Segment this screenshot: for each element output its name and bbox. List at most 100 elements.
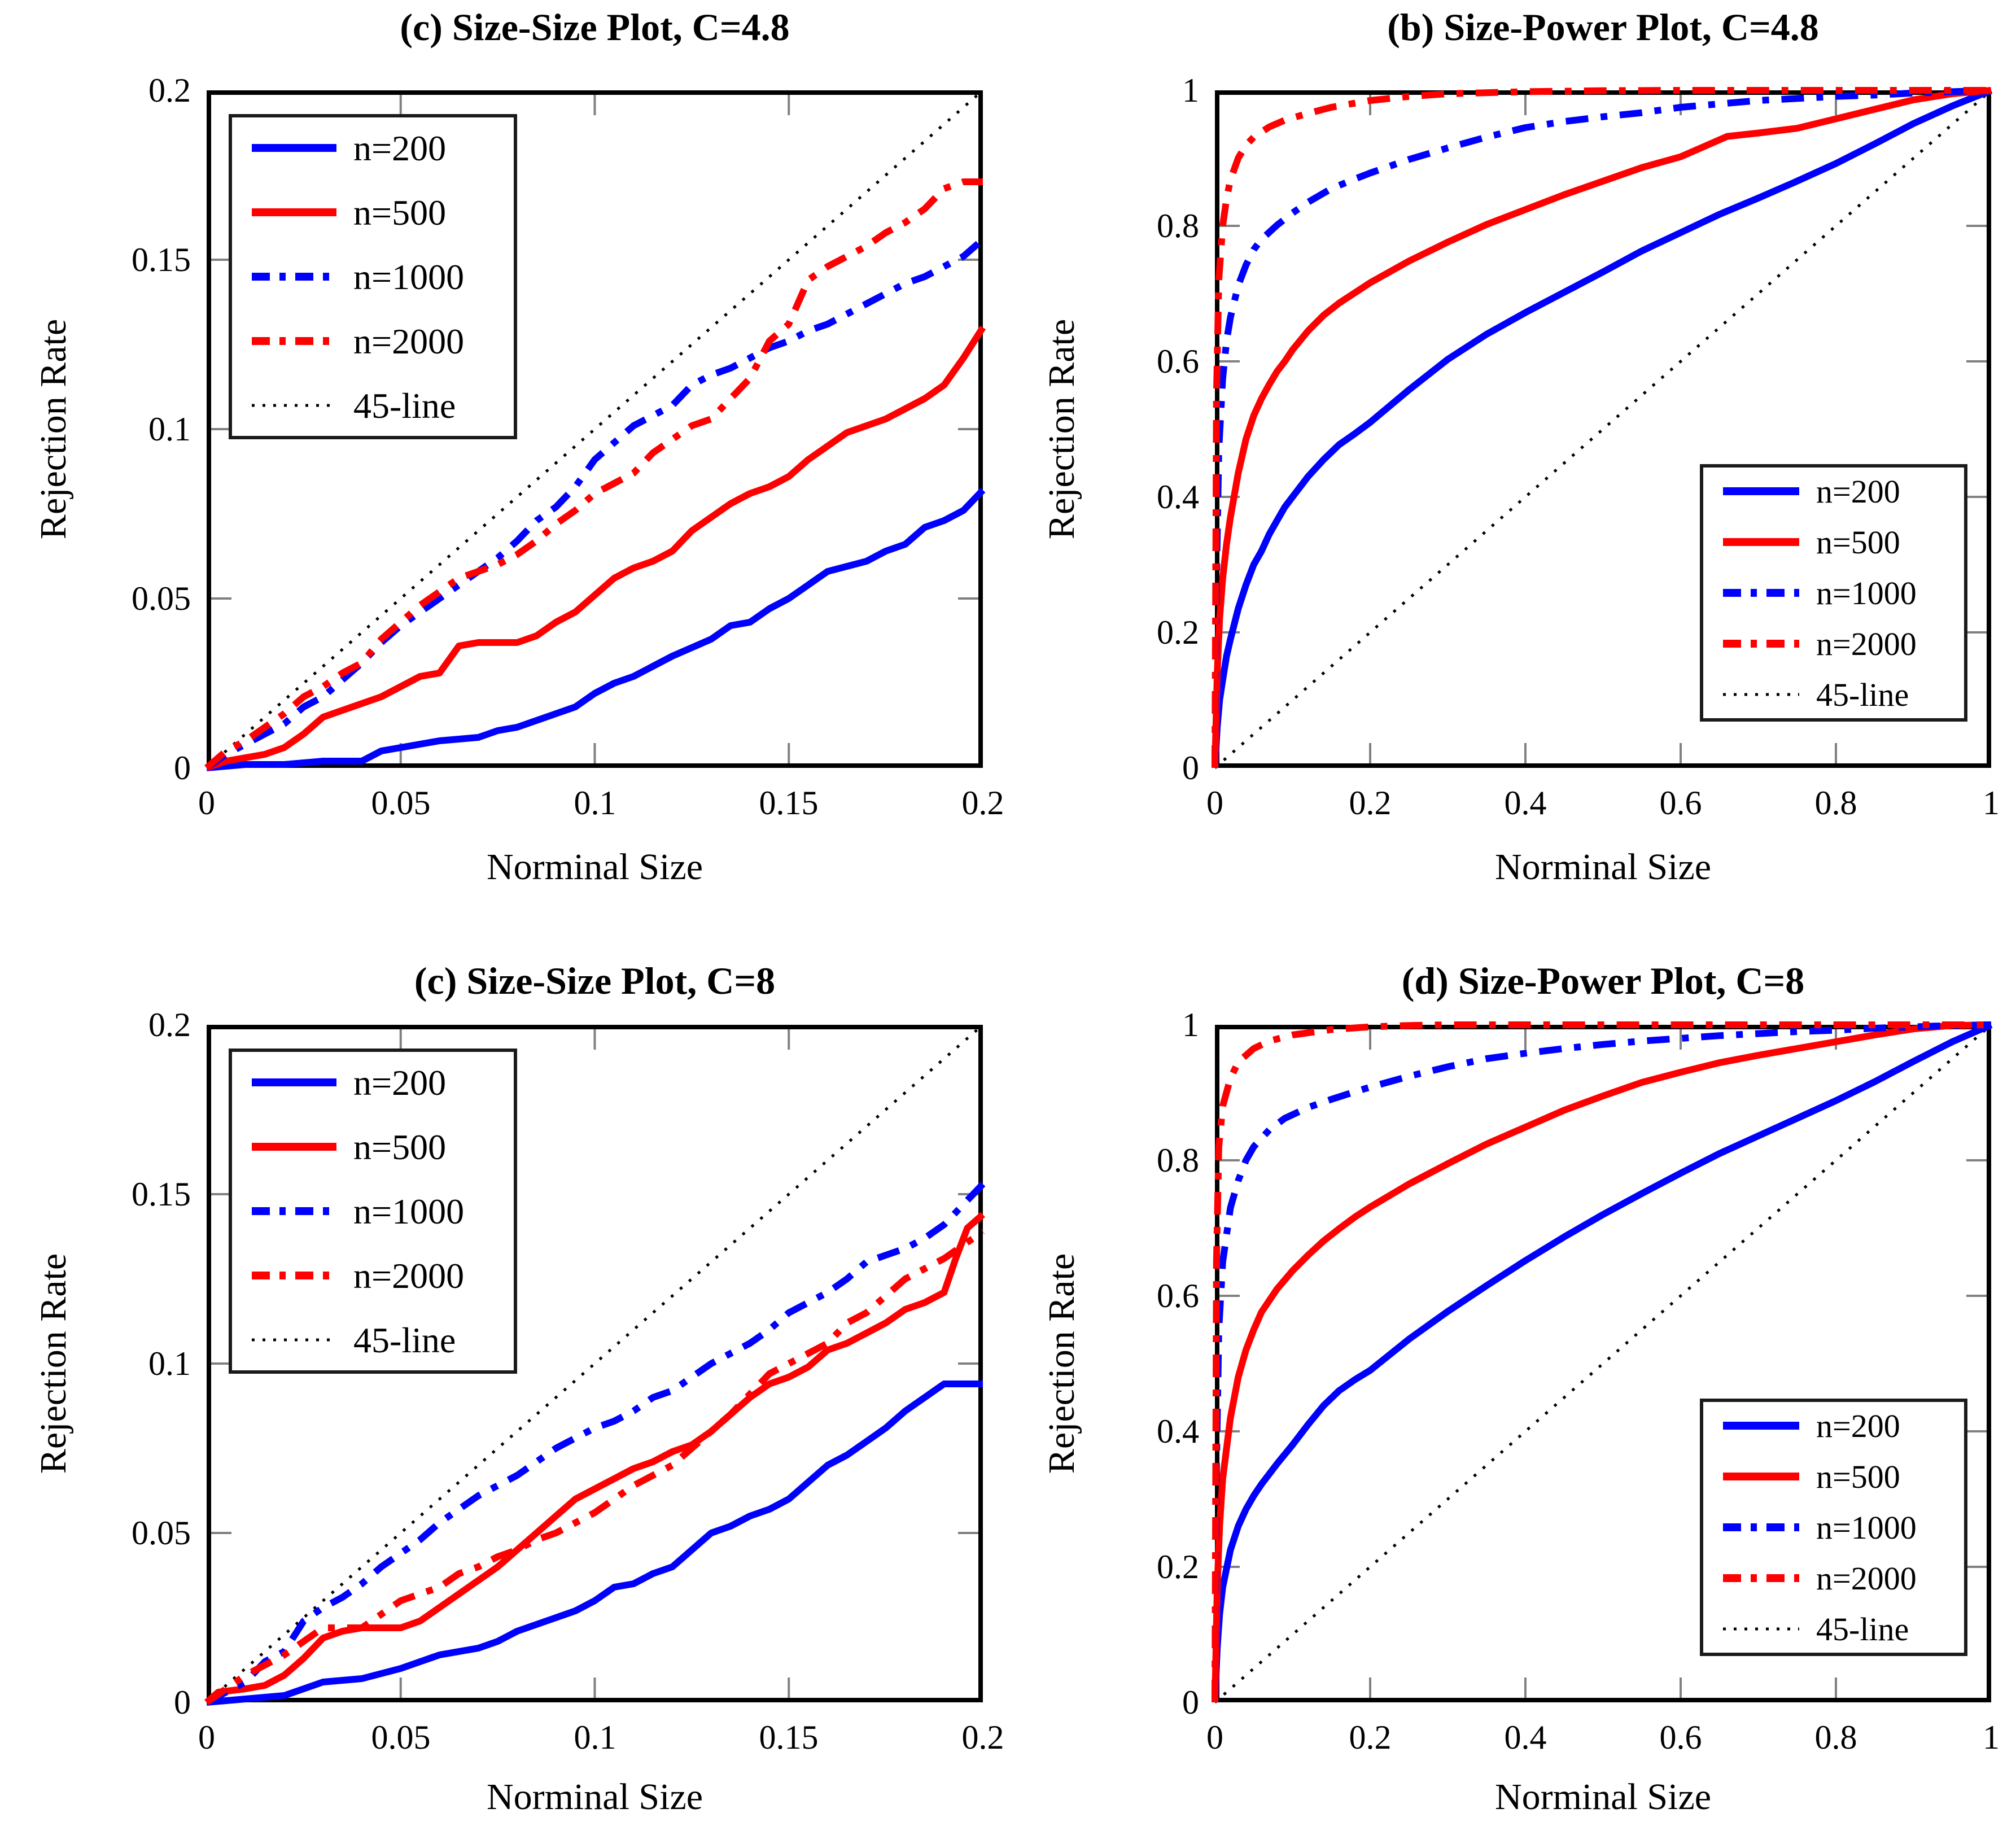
y-tick-label: 0.6 bbox=[1157, 343, 1199, 380]
x-tick-label: 0.1 bbox=[574, 784, 616, 822]
x-tick-label: 0.1 bbox=[574, 1719, 616, 1756]
curve-n-500 bbox=[205, 325, 986, 771]
x-tick-label: 0.6 bbox=[1659, 1719, 1702, 1756]
x-tick-label: 0.4 bbox=[1504, 784, 1547, 822]
y-tick-label: 0 bbox=[174, 749, 191, 787]
legend-label: n=1000 bbox=[1816, 575, 1917, 611]
panel-size-power-c4-8: (b) Size-Power Plot, C=4.8 Rejection Rat… bbox=[1008, 0, 2016, 913]
curve-n-200 bbox=[206, 1381, 983, 1706]
x-tick-label: 0 bbox=[198, 1719, 215, 1756]
legend: n=200 n=500 n=1000 n=2000 45-line bbox=[1700, 464, 1967, 722]
legend-label: n=1000 bbox=[353, 257, 464, 297]
x-tick-label: 0.2 bbox=[1349, 784, 1392, 822]
plot-border bbox=[207, 90, 983, 768]
y-tick-label: 0 bbox=[1182, 1684, 1199, 1721]
plot-area: n=200 n=500 n=1000 n=2000 45-line bbox=[1212, 87, 1993, 769]
legend: n=200 n=500 n=1000 n=2000 45-line bbox=[229, 1049, 517, 1374]
y-tick-label: 0.2 bbox=[1157, 1548, 1199, 1585]
legend-label: 45-line bbox=[353, 1320, 456, 1360]
y-tick-label: 0.05 bbox=[132, 1514, 191, 1552]
x-tick-label: 0.05 bbox=[371, 1719, 431, 1756]
x-tick-label: 0.8 bbox=[1814, 1719, 1857, 1756]
curve-n-500 bbox=[1212, 87, 1992, 768]
y-tick-label: 0.4 bbox=[1157, 1413, 1199, 1450]
curve-n-1000 bbox=[204, 237, 985, 771]
curve-n-200 bbox=[206, 487, 986, 771]
legend: n=200 n=500 n=1000 n=2000 45-line bbox=[229, 114, 517, 439]
legend-box bbox=[229, 1049, 517, 1374]
x-tick-label: 0.15 bbox=[759, 1719, 819, 1756]
curve-n-2000 bbox=[204, 1229, 985, 1705]
x-tick-label: 0.4 bbox=[1504, 1719, 1547, 1756]
x-tick-label: 0.15 bbox=[759, 784, 819, 822]
legend-label: n=200 bbox=[1816, 473, 1900, 510]
y-tick-label: 0.1 bbox=[148, 1345, 191, 1382]
chart-title: (d) Size-Power Plot, C=8 bbox=[1401, 959, 1805, 1002]
x-axis-label: Norminal Size bbox=[486, 1776, 703, 1818]
legend-label: 45-line bbox=[353, 386, 456, 426]
y-tick-label: 0.2 bbox=[1157, 614, 1199, 651]
legend-box bbox=[229, 114, 517, 439]
legend-label: n=200 bbox=[1816, 1408, 1900, 1444]
y-tick-label: 0.15 bbox=[132, 241, 191, 278]
panel-size-size-c4-8: (c) Size-Size Plot, C=4.8 Rejection Rate… bbox=[0, 0, 1008, 913]
legend-label: n=2000 bbox=[1816, 1560, 1917, 1597]
legend-label: n=500 bbox=[353, 1127, 446, 1167]
legend-label: 45-line bbox=[1816, 1611, 1909, 1648]
legend-label: n=500 bbox=[1816, 524, 1900, 561]
legend-label: n=200 bbox=[353, 128, 446, 168]
x-axis-label: Norminal Size bbox=[486, 846, 703, 888]
x-tick-label: 0.8 bbox=[1814, 784, 1857, 822]
x-tick-label: 1 bbox=[1983, 784, 2000, 822]
curve-n-1000 bbox=[205, 1181, 986, 1706]
y-tick-label: 1 bbox=[1182, 1006, 1199, 1043]
x-tick-label: 0.2 bbox=[961, 1719, 1004, 1756]
plot-border bbox=[207, 1025, 983, 1702]
y-tick-label: 0.8 bbox=[1157, 207, 1199, 244]
curve-n-1000 bbox=[1212, 87, 1992, 768]
chart-title: (c) Size-Size Plot, C=4.8 bbox=[400, 6, 790, 49]
y-tick-label: 0.6 bbox=[1157, 1277, 1199, 1314]
y-tick-label: 0 bbox=[1182, 749, 1199, 787]
x-tick-label: 0 bbox=[1206, 784, 1223, 822]
x-axis-label: Norminal Size bbox=[1494, 1776, 1712, 1818]
y-tick-label: 0.2 bbox=[148, 1006, 191, 1043]
panel-size-size-c8: (c) Size-Size Plot, C=8 Rejection Rate n… bbox=[0, 913, 1008, 1826]
legend-label: n=200 bbox=[353, 1063, 446, 1103]
curve-n-500 bbox=[204, 1212, 985, 1705]
curve-n-200 bbox=[1212, 87, 1993, 768]
legend-box bbox=[1700, 464, 1967, 722]
x-tick-label: 0 bbox=[198, 784, 215, 822]
chart-title: (c) Size-Size Plot, C=8 bbox=[414, 959, 776, 1002]
curve-n-2000 bbox=[1212, 1021, 1991, 1703]
curve-n-200 bbox=[1212, 1021, 1993, 1703]
x-tick-label: 0 bbox=[1206, 1719, 1223, 1756]
legend-label: n=2000 bbox=[1816, 626, 1917, 662]
legend-label: n=1000 bbox=[1816, 1509, 1917, 1546]
x-tick-label: 0.2 bbox=[961, 784, 1004, 822]
y-tick-label: 0.15 bbox=[132, 1176, 191, 1213]
y-tick-label: 0.4 bbox=[1157, 478, 1199, 516]
x-tick-label: 1 bbox=[1983, 1719, 2000, 1756]
legend-label: n=500 bbox=[1816, 1458, 1900, 1495]
y-tick-label: 0.2 bbox=[148, 72, 191, 109]
y-tick-label: 0.05 bbox=[132, 580, 191, 617]
legend-label: n=2000 bbox=[353, 321, 464, 361]
legend: n=200 n=500 n=1000 n=2000 45-line bbox=[1700, 1399, 1967, 1656]
y-tick-label: 1 bbox=[1182, 72, 1199, 109]
chart-title: (b) Size-Power Plot, C=4.8 bbox=[1387, 6, 1819, 49]
legend-label: n=1000 bbox=[353, 1191, 464, 1231]
y-tick-label: 0.1 bbox=[148, 410, 191, 448]
legend-label: 45-line bbox=[1816, 676, 1909, 713]
x-tick-label: 0.05 bbox=[371, 784, 431, 822]
plot-area: n=200 n=500 n=1000 n=2000 45-line bbox=[204, 1024, 986, 1706]
plot-area: n=200 n=500 n=1000 n=2000 45-line bbox=[1212, 1021, 1993, 1703]
panel-size-power-c8: (d) Size-Power Plot, C=8 Rejection Rate … bbox=[1008, 913, 2016, 1826]
legend-label: n=2000 bbox=[353, 1256, 464, 1296]
y-tick-label: 0.8 bbox=[1157, 1142, 1199, 1179]
curve-n-500 bbox=[1212, 1021, 1992, 1703]
x-tick-label: 0.6 bbox=[1659, 784, 1702, 822]
x-tick-label: 0.2 bbox=[1349, 1719, 1392, 1756]
curve-n-2000 bbox=[1212, 87, 1991, 768]
y-tick-label: 0 bbox=[174, 1684, 191, 1721]
